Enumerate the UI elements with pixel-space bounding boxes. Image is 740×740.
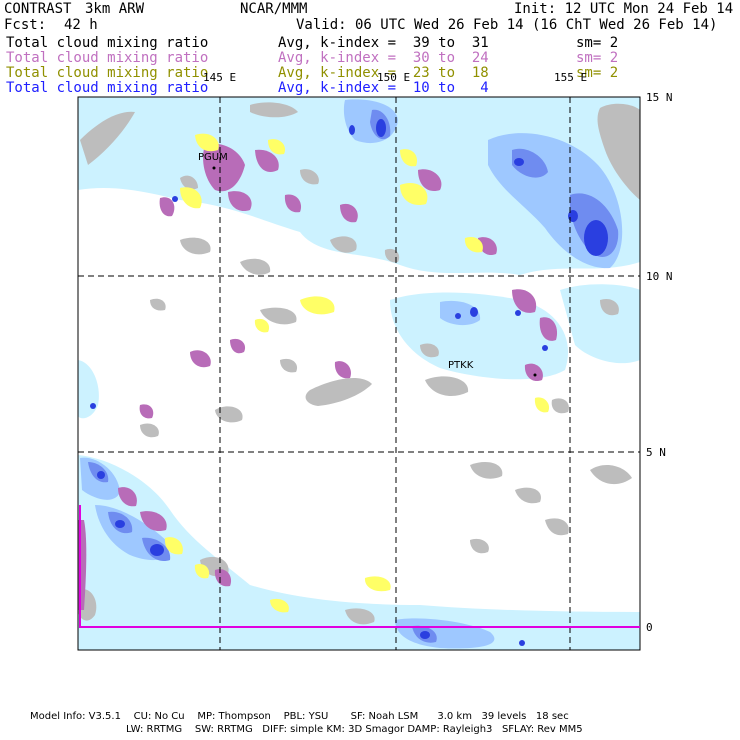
org-label: NCAR/MMM <box>240 1 308 17</box>
lon-label-145: 145 E <box>203 71 237 84</box>
domain-boundary <box>79 505 640 628</box>
init-time: Init: 12 UTC Mon 24 Feb 14 <box>514 1 734 17</box>
station-label-ptkk: PTKK <box>448 360 474 371</box>
graticule <box>78 96 640 650</box>
field-name-4: Total cloud mixing ratio <box>6 80 209 96</box>
land-layer <box>78 102 640 625</box>
lon-label-150: 150 E <box>377 71 411 84</box>
lat-label-5n: 5 N <box>646 446 666 459</box>
field-name-3: Total cloud mixing ratio <box>6 65 209 81</box>
field-sm-3: sm= 2 <box>576 65 619 81</box>
field-sm-2: sm= 2 <box>576 50 619 66</box>
low-cloud-layer <box>164 133 550 613</box>
lat-label-0: 0 <box>646 621 653 634</box>
lat-label-10n: 10 N <box>646 270 673 283</box>
forecast-hours: 42 h <box>64 17 98 33</box>
mid-cloud-layer <box>78 143 558 610</box>
model-info-line-1: Model Info: V3.5.1 CU: No Cu MP: Thompso… <box>30 711 569 722</box>
forecast-label: Fcst: <box>4 17 47 33</box>
field-sm-1: sm= 2 <box>576 35 619 51</box>
station-markers <box>212 166 537 377</box>
field-range-1: Avg, k-index = 39 to 31 <box>278 35 489 51</box>
lat-label-15n: 15 N <box>646 91 673 104</box>
model-info-line-2: LW: RRTMG SW: RRTMG DIFF: simple KM: 3D … <box>126 724 583 735</box>
valid-time: Valid: 06 UTC Wed 26 Feb 14 (16 ChT Wed … <box>296 17 718 33</box>
lon-label-155: 155 E <box>554 71 588 84</box>
project-label: CONTRAST <box>4 1 72 17</box>
station-label-pgum: PGUM <box>198 152 228 163</box>
field-range-4: Avg, k-index = 10 to 4 <box>278 80 489 96</box>
field-range-2: Avg, k-index = 30 to 24 <box>278 50 489 66</box>
model-label: 3km ARW <box>85 1 145 17</box>
field-name-2: Total cloud mixing ratio <box>6 50 209 66</box>
field-range-3: Avg, k-index = 23 to 18 <box>278 65 489 81</box>
field-name-1: Total cloud mixing ratio <box>6 35 209 51</box>
